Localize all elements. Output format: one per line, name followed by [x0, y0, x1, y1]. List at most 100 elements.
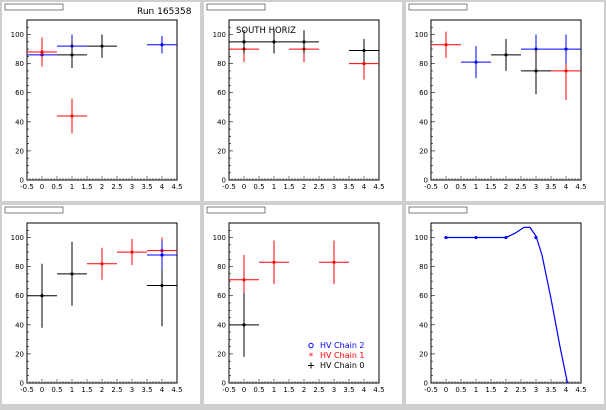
x-tick-label: 0.5	[455, 183, 466, 191]
x-tick-label: 0.5	[51, 386, 62, 394]
data-point	[70, 272, 74, 276]
x-tick-label: 1	[474, 183, 478, 191]
x-tick-label: 3.5	[141, 386, 152, 394]
y-tick-label: 100	[213, 31, 226, 39]
pad-3: 0 20 40 60 80 100 -0.5 0 0.5 1 1.5 2 2.5 3 3.5 4 4.5	[406, 2, 604, 201]
x-tick-label: 3	[534, 183, 538, 191]
x-tick-label: 0	[40, 386, 44, 394]
y-tick-label: 20	[419, 147, 428, 155]
data-point	[70, 53, 74, 57]
y-tick-label: 0	[222, 177, 226, 185]
x-tick-label: 2	[100, 386, 104, 394]
x-tick-label: 3.5	[545, 386, 556, 394]
x-tick-label: 1.5	[485, 183, 496, 191]
y-tick-label: 60	[419, 89, 428, 97]
x-tick-label: -0.5	[424, 386, 438, 394]
y-tick-label: 80	[419, 60, 428, 68]
x-tick-label: 1	[272, 386, 276, 394]
x-tick-label: 4.5	[373, 386, 384, 394]
pad-2: 0 20 40 60 80 100 -0.5 0 0.5 1 1.5 2 2.5 3 3.5 4 4.5 SOUT…	[204, 2, 402, 201]
y-tick-label: 20	[217, 350, 226, 358]
data-point	[130, 250, 134, 254]
data-point	[160, 253, 164, 257]
x-tick-label: 0	[40, 183, 44, 191]
x-tick-label: 3.5	[141, 183, 152, 191]
x-tick-label: 4.5	[171, 183, 182, 191]
data-point	[474, 60, 478, 64]
y-tick-label: 100	[213, 234, 226, 242]
data-point	[242, 278, 246, 282]
pad-1: 0 20 40 60 80 100 -0.5 0 0.5 1 1.5 2 2.5 3 3.5 4 4.5 Run …	[2, 2, 200, 201]
x-tick-label: 0.5	[455, 386, 466, 394]
y-tick-label: 80	[217, 263, 226, 271]
south-horiz-label: SOUTH HORIZ	[236, 26, 296, 36]
data-point	[444, 235, 448, 240]
x-tick-label: 2.5	[313, 386, 324, 394]
data-point	[40, 50, 44, 54]
y-tick-label: 60	[15, 292, 24, 300]
x-tick-label: 1.5	[81, 183, 92, 191]
data-point	[444, 43, 448, 47]
x-tick-label: 4.5	[575, 183, 586, 191]
data-point	[100, 262, 104, 266]
y-tick-label: 80	[419, 263, 428, 271]
data-point	[242, 323, 246, 327]
x-tick-label: 0.5	[51, 183, 62, 191]
data-point	[504, 235, 508, 240]
x-tick-label: 2	[302, 183, 306, 191]
pad-title-box	[4, 3, 64, 11]
legend-entry: HV Chain 2	[308, 341, 365, 350]
run-label: Run 165358	[137, 7, 192, 17]
x-tick-label: 0	[444, 183, 448, 191]
y-tick-label: 80	[15, 60, 24, 68]
pad-4: 0 20 40 60 80 100 -0.5 0 0.5 1 1.5 2 2.5 3 3.5 4 4.5	[2, 205, 200, 404]
pad-title-box	[4, 206, 64, 214]
x-tick-label: 1	[272, 183, 276, 191]
x-tick-label: 1	[474, 386, 478, 394]
x-tick-label: 2.5	[111, 386, 122, 394]
y-tick-label: 20	[15, 350, 24, 358]
pad-6: 0 20 40 60 80 100 -0.5 0 0.5 1 1.5 2 2.5 3 3.5 4 4.5	[406, 205, 604, 404]
data-point	[302, 40, 306, 44]
x-tick-label: 4	[362, 183, 367, 191]
plot-frame	[26, 222, 178, 384]
x-tick-label: 0	[444, 386, 448, 394]
data-point	[160, 43, 164, 47]
x-tick-label: 4	[160, 183, 165, 191]
x-tick-label: -0.5	[20, 183, 34, 191]
x-tick-label: 1	[70, 183, 74, 191]
x-tick-label: 0	[242, 183, 246, 191]
legend-entry: * HV Chain 1	[309, 351, 365, 362]
x-tick-label: 2.5	[111, 183, 122, 191]
x-tick-label: 2	[504, 183, 508, 191]
x-tick-label: 3	[534, 386, 538, 394]
data-point	[362, 48, 366, 53]
y-tick-label: 60	[419, 292, 428, 300]
y-tick-label: 0	[20, 177, 24, 185]
y-tick-label: 100	[11, 234, 24, 242]
pad-5: 0 20 40 60 80 100 -0.5 0 0.5 1 1.5 2 2.5 3 3.5 4 4.5 HV C…	[204, 205, 402, 404]
legend-star-marker: *	[309, 352, 314, 362]
x-tick-label: 2	[302, 386, 306, 394]
legend-label: HV Chain 1	[320, 351, 365, 360]
x-tick-label: 2	[504, 386, 508, 394]
x-tick-label: 4.5	[373, 183, 384, 191]
y-tick-label: 60	[217, 292, 226, 300]
y-tick-label: 40	[15, 321, 24, 329]
y-tick-label: 100	[415, 31, 428, 39]
x-tick-label: 1.5	[283, 183, 294, 191]
y-tick-label: 0	[424, 380, 428, 388]
data-point	[564, 69, 568, 73]
pad-title-box	[408, 3, 468, 11]
data-point	[70, 114, 74, 118]
pad-title-box	[408, 206, 468, 214]
y-tick-label: 40	[419, 321, 428, 329]
x-tick-label: 3	[130, 183, 134, 191]
y-tick-label: 0	[222, 380, 226, 388]
x-tick-label: -0.5	[424, 183, 438, 191]
